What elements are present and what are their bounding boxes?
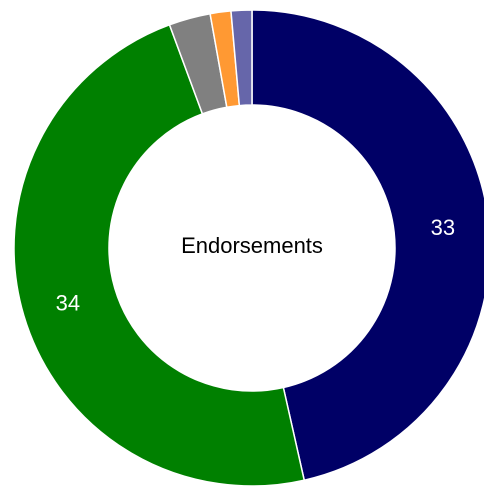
donut-slices [13, 9, 484, 487]
slice-labels: 33 34 [56, 215, 455, 316]
slice-label-0: 33 [431, 215, 455, 240]
slice-label-1: 34 [56, 290, 80, 315]
donut-slice-4 [230, 9, 253, 107]
center-label: Endorsements [181, 233, 323, 258]
donut-slice-1 [13, 23, 306, 487]
donut-slice-0 [251, 9, 484, 482]
